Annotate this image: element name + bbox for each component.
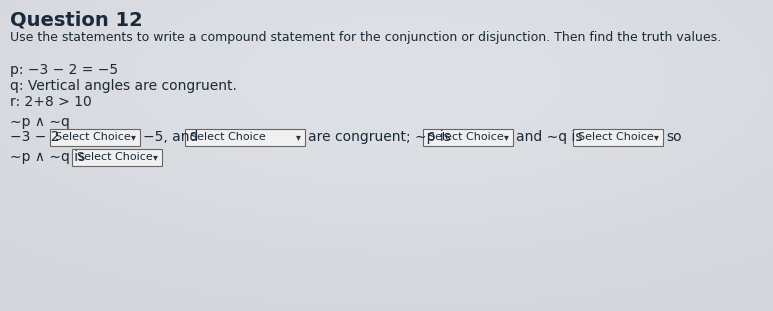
Text: p: −3 − 2 = −5: p: −3 − 2 = −5	[10, 63, 118, 77]
Text: −5, and: −5, and	[143, 130, 199, 144]
Text: Select Choice: Select Choice	[55, 132, 131, 142]
Text: −3 − 2: −3 − 2	[10, 130, 60, 144]
FancyBboxPatch shape	[50, 128, 140, 146]
Text: so: so	[666, 130, 682, 144]
Text: ▾: ▾	[131, 132, 135, 142]
Text: ∼p ∧ ∼q is: ∼p ∧ ∼q is	[10, 150, 85, 164]
Text: Use the statements to write a compound statement for the conjunction or disjunct: Use the statements to write a compound s…	[10, 31, 721, 44]
Text: Select Choice: Select Choice	[578, 132, 654, 142]
Text: ∼p ∧ ∼q: ∼p ∧ ∼q	[10, 115, 70, 129]
Text: Select Choice: Select Choice	[428, 132, 504, 142]
Text: are congruent; ∼p is: are congruent; ∼p is	[308, 130, 451, 144]
Text: Select Choice: Select Choice	[77, 152, 153, 162]
Text: Question 12: Question 12	[10, 11, 143, 30]
FancyBboxPatch shape	[185, 128, 305, 146]
Text: and ∼q is: and ∼q is	[516, 130, 583, 144]
FancyBboxPatch shape	[423, 128, 513, 146]
Text: ▾: ▾	[653, 132, 659, 142]
FancyBboxPatch shape	[72, 148, 162, 165]
Text: Select Choice: Select Choice	[190, 132, 266, 142]
Text: ▾: ▾	[503, 132, 509, 142]
Text: r: 2+8 > 10: r: 2+8 > 10	[10, 95, 92, 109]
Text: ▾: ▾	[152, 152, 158, 162]
Text: ▾: ▾	[295, 132, 301, 142]
Text: q: Vertical angles are congruent.: q: Vertical angles are congruent.	[10, 79, 237, 93]
FancyBboxPatch shape	[573, 128, 663, 146]
